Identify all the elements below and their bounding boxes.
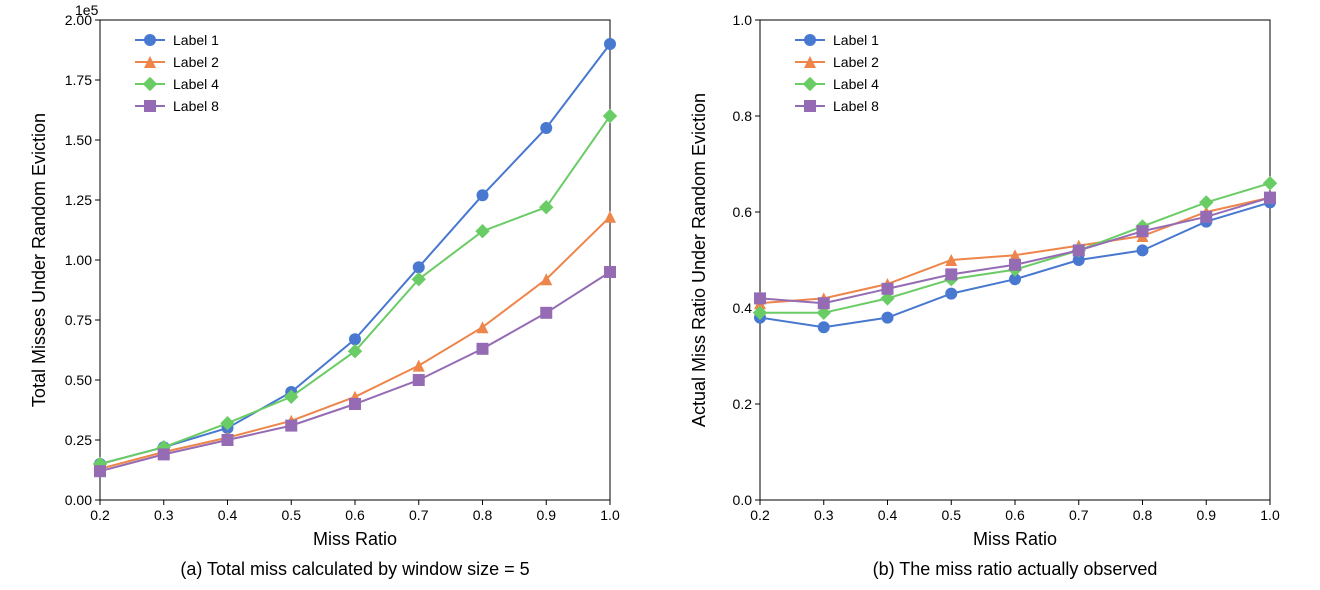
- data-marker: [945, 288, 957, 300]
- series-line: [760, 183, 1270, 313]
- data-marker: [285, 420, 297, 432]
- y-tick-label: 0.00: [65, 492, 92, 508]
- data-marker: [349, 398, 361, 410]
- data-marker: [94, 465, 106, 477]
- data-marker: [945, 268, 957, 280]
- x-tick-label: 0.5: [942, 507, 962, 523]
- subplot-title: (a) Total miss calculated by window size…: [180, 559, 529, 579]
- x-tick-label: 0.4: [878, 507, 898, 523]
- x-tick-label: 0.6: [1005, 507, 1025, 523]
- data-marker: [1199, 195, 1213, 209]
- right-chart-svg: 0.20.30.40.50.60.70.80.91.00.00.20.40.60…: [660, 0, 1320, 590]
- data-marker: [604, 211, 616, 223]
- right-panel: 0.20.30.40.50.60.70.80.91.00.00.20.40.60…: [660, 0, 1320, 590]
- data-marker: [144, 34, 156, 46]
- y-tick-label: 0.8: [733, 108, 753, 124]
- subplot-title: (b) The miss ratio actually observed: [873, 559, 1158, 579]
- data-marker: [158, 448, 170, 460]
- data-marker: [754, 292, 766, 304]
- x-tick-label: 0.4: [218, 507, 238, 523]
- y-tick-label: 1.00: [65, 252, 92, 268]
- x-tick-label: 0.5: [282, 507, 302, 523]
- y-axis-label: Actual Miss Ratio Under Random Eviction: [689, 93, 709, 427]
- x-tick-label: 0.8: [473, 507, 493, 523]
- data-marker: [1137, 225, 1149, 237]
- x-tick-label: 0.2: [90, 507, 110, 523]
- x-axis-label: Miss Ratio: [973, 529, 1057, 549]
- data-marker: [222, 434, 234, 446]
- data-marker: [539, 200, 553, 214]
- x-tick-label: 1.0: [1260, 507, 1280, 523]
- y-tick-label: 0.2: [733, 396, 753, 412]
- left-chart-svg: 0.2 0.3 0.4 0.5 0.6 0.7 0.8 0.9 1.0 0.00 0.25 0.50 0…: [0, 0, 660, 590]
- data-marker: [1263, 176, 1277, 190]
- x-tick-label: 0.7: [1069, 507, 1089, 523]
- x-tick-label: 1.0: [600, 507, 620, 523]
- data-marker: [1264, 192, 1276, 204]
- legend-label: Label 1: [833, 32, 879, 48]
- data-marker: [1073, 244, 1085, 256]
- x-axis-label: Miss Ratio: [313, 529, 397, 549]
- axis-box: [100, 20, 610, 500]
- data-marker: [413, 360, 425, 372]
- legend-label: Label 8: [173, 98, 219, 114]
- chart-container: 0.2 0.3 0.4 0.5 0.6 0.7 0.8 0.9 1.0 0.00 0.25 0.50 0…: [0, 0, 1320, 590]
- data-marker: [143, 77, 157, 91]
- data-marker: [413, 261, 425, 273]
- y-tick-label: 0.75: [65, 312, 92, 328]
- y-tick-label: 1.50: [65, 132, 92, 148]
- data-marker: [604, 38, 616, 50]
- y-axis-label: Total Misses Under Random Eviction: [29, 113, 49, 407]
- legend-label: Label 8: [833, 98, 879, 114]
- data-marker: [882, 283, 894, 295]
- x-tick-label: 0.9: [537, 507, 557, 523]
- y-tick-label: 0.25: [65, 432, 92, 448]
- left-panel: 0.2 0.3 0.4 0.5 0.6 0.7 0.8 0.9 1.0 0.00 0.25 0.50 0…: [0, 0, 660, 590]
- data-marker: [540, 122, 552, 134]
- legend-label: Label 1: [173, 32, 219, 48]
- series-line: [100, 272, 610, 471]
- y-tick-label: 1.25: [65, 192, 92, 208]
- data-marker: [882, 312, 894, 324]
- data-marker: [1137, 244, 1149, 256]
- data-marker: [1009, 259, 1021, 271]
- data-marker: [144, 100, 156, 112]
- x-tick-label: 0.6: [345, 507, 365, 523]
- legend-label: Label 2: [833, 54, 879, 70]
- y-tick-label: 0.0: [733, 492, 753, 508]
- data-marker: [349, 333, 361, 345]
- legend-label: Label 4: [173, 76, 219, 92]
- data-marker: [477, 189, 489, 201]
- data-marker: [818, 321, 830, 333]
- data-marker: [540, 307, 552, 319]
- x-tick-label: 0.3: [154, 507, 174, 523]
- data-marker: [804, 34, 816, 46]
- data-marker: [818, 297, 830, 309]
- y-exponent: 1e5: [75, 2, 99, 18]
- x-tick-label: 0.9: [1197, 507, 1217, 523]
- legend-label: Label 4: [833, 76, 879, 92]
- y-tick-label: 0.6: [733, 204, 753, 220]
- y-tick-label: 0.4: [733, 300, 753, 316]
- x-tick-label: 0.7: [409, 507, 429, 523]
- data-marker: [603, 109, 617, 123]
- data-marker: [413, 374, 425, 386]
- y-tick-label: 0.50: [65, 372, 92, 388]
- x-tick-label: 0.3: [814, 507, 834, 523]
- data-marker: [477, 343, 489, 355]
- data-marker: [803, 77, 817, 91]
- y-tick-label: 1.0: [733, 12, 753, 28]
- data-marker: [604, 266, 616, 278]
- legend-label: Label 2: [173, 54, 219, 70]
- y-tick-label: 1.75: [65, 72, 92, 88]
- data-marker: [804, 100, 816, 112]
- x-tick-label: 0.2: [750, 507, 770, 523]
- x-tick-label: 0.8: [1133, 507, 1153, 523]
- data-marker: [1200, 211, 1212, 223]
